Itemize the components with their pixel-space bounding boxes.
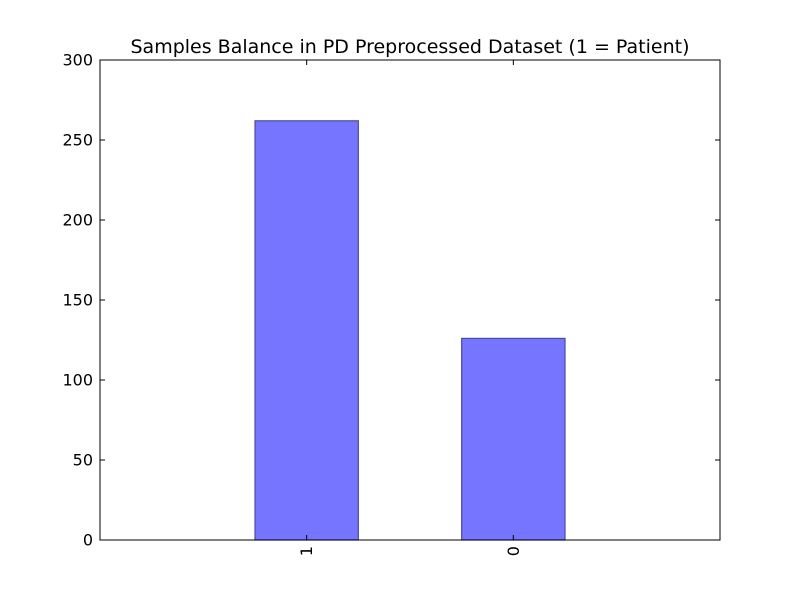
y-tick-label: 100 [62,371,93,390]
bars-layer [254,120,566,541]
chart-title: Samples Balance in PD Preprocessed Datas… [130,36,689,58]
y-tick-label: 300 [62,51,93,70]
y-tick-label: 0 [83,531,93,550]
plot-frame [99,59,721,541]
x-tick-label: 0 [504,546,523,556]
y-tick-label: 150 [62,291,93,310]
y-tick-label: 200 [62,211,93,230]
x-tick-label: 1 [297,546,316,556]
y-tick-label: 250 [62,131,93,150]
bar-1 [254,120,359,541]
y-tick-label: 50 [73,451,93,470]
bar-0 [461,337,566,541]
